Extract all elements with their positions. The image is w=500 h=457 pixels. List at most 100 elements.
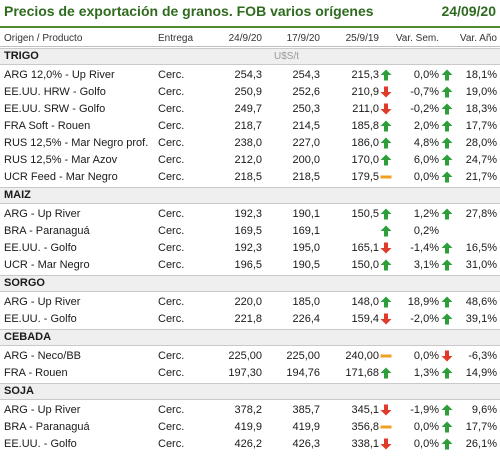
delivery: Cerc. [158, 438, 185, 450]
up-arrow-icon [441, 137, 453, 149]
delivery: Cerc. [158, 367, 185, 379]
down-arrow-icon [380, 103, 392, 115]
section-header-maiz: MAIZ [0, 187, 500, 204]
table-row: EE.UU. HRW - Golfo Cerc. 250,9 252,6 210,9 -0… [0, 84, 500, 101]
price-last-week: 227,0 [292, 137, 320, 149]
price-last-year: 150,5 [351, 208, 379, 220]
table-row: EE.UU. SRW - Golfo Cerc. 249,7 250,3 211,0 -0… [0, 101, 500, 118]
section-header-cebada: CEBADA [0, 329, 500, 346]
yearly-variation: 27,8% [465, 208, 497, 220]
yearly-variation: 18,1% [465, 69, 497, 81]
price-last-week: 254,3 [292, 69, 320, 81]
section-label: TRIGO [4, 50, 39, 62]
price-current: 419,9 [234, 421, 262, 433]
price-last-year: 159,4 [351, 313, 379, 325]
table-row: ARG - Neco/BB Cerc. 225,00 225,00 240,00 0,0%… [0, 348, 500, 365]
price-last-week: 252,6 [292, 86, 320, 98]
section-header-sorgo: SORGO [0, 275, 500, 292]
down-arrow-icon [441, 350, 453, 362]
price-last-year: 338,1 [351, 438, 379, 450]
up-arrow-icon [441, 296, 453, 308]
origin-product: RUS 12,5% - Mar Negro prof. [4, 137, 149, 149]
price-last-week: 426,3 [292, 438, 320, 450]
price-last-week: 169,1 [292, 225, 320, 237]
origin-product: ARG - Up River [4, 208, 81, 220]
down-arrow-icon [380, 404, 392, 416]
price-current: 212,0 [234, 154, 262, 166]
delivery: Cerc. [158, 225, 185, 237]
table-row: FRA Soft - Rouen Cerc. 218,7 214,5 185,8 2,0%… [0, 118, 500, 135]
up-arrow-icon [441, 438, 453, 450]
price-current: 225,00 [228, 350, 262, 362]
flat-icon [380, 350, 392, 362]
yearly-variation: 14,9% [465, 367, 497, 379]
weekly-variation: -1,4% [410, 242, 439, 254]
origin-product: BRA - Paranaguá [4, 421, 90, 433]
origin-product: BRA - Paranaguá [4, 225, 90, 237]
price-current: 192,3 [234, 208, 262, 220]
yearly-variation: 24,7% [465, 154, 497, 166]
price-current: 218,7 [234, 120, 262, 132]
yearly-variation: 9,6% [471, 404, 497, 416]
up-arrow-icon [441, 154, 453, 166]
section-unit: U$S/t [274, 51, 300, 62]
up-arrow-icon [441, 103, 453, 115]
column-header-var-year: Var. Año [459, 33, 497, 44]
weekly-variation: 0,2% [413, 225, 439, 237]
section-label: CEBADA [4, 331, 52, 343]
price-last-week: 194,76 [286, 367, 320, 379]
section-label: SOJA [4, 385, 34, 397]
up-arrow-icon [380, 69, 392, 81]
weekly-variation: 1,3% [413, 367, 439, 379]
yearly-variation: 48,6% [465, 296, 497, 308]
section-header-soja: SOJA [0, 383, 500, 400]
origin-product: EE.UU. HRW - Golfo [4, 86, 106, 98]
column-header-row: Origen / Producto Entrega 24/9/20 17/9/2… [0, 30, 500, 47]
price-last-week: 419,9 [292, 421, 320, 433]
table-row: ARG - Up River Cerc. 220,0 185,0 148,0 18,9% 4… [0, 294, 500, 311]
up-arrow-icon [441, 259, 453, 271]
down-arrow-icon [380, 86, 392, 98]
origin-product: EE.UU. - Golfo [4, 242, 77, 254]
down-arrow-icon [380, 438, 392, 450]
yearly-variation: -6,3% [468, 350, 497, 362]
up-arrow-icon [441, 171, 453, 183]
up-arrow-icon [441, 69, 453, 81]
table-row: EE.UU. - Golfo Cerc. 426,2 426,3 338,1 0,0% 26… [0, 436, 500, 453]
weekly-variation: 0,0% [413, 438, 439, 450]
report-header: Precios de exportación de granos. FOB va… [0, 0, 500, 28]
column-header-d3: 25/9/19 [345, 33, 379, 44]
origin-product: UCR Feed - Mar Negro [4, 171, 118, 183]
price-current: 169,5 [234, 225, 262, 237]
delivery: Cerc. [158, 404, 185, 416]
yearly-variation: 16,5% [465, 242, 497, 254]
page-title: Precios de exportación de granos. FOB va… [4, 3, 374, 19]
table-row: ARG 12,0% - Up River Cerc. 254,3 254,3 215,3… [0, 67, 500, 84]
weekly-variation: 0,0% [413, 69, 439, 81]
price-last-year: 210,9 [351, 86, 379, 98]
up-arrow-icon [441, 242, 453, 254]
weekly-variation: 0,0% [413, 171, 439, 183]
table-row: EE.UU. - Golfo Cerc. 192,3 195,0 165,1 -1,4% 1… [0, 240, 500, 257]
origin-product: EE.UU. - Golfo [4, 438, 77, 450]
section-label: MAIZ [4, 189, 31, 201]
price-current: 196,5 [234, 259, 262, 271]
column-header-var-week: Var. Sem. [395, 33, 439, 44]
report-date: 24/09/20 [441, 3, 497, 19]
price-current: 378,2 [234, 404, 262, 416]
price-last-week: 385,7 [292, 404, 320, 416]
delivery: Cerc. [158, 208, 185, 220]
yearly-variation: 19,0% [465, 86, 497, 98]
table-row: UCR Feed - Mar Negro Cerc. 218,5 218,5 179,5… [0, 169, 500, 186]
table-row: FRA - Rouen Cerc. 197,30 194,76 171,68 1,3% 14… [0, 365, 500, 382]
price-current: 249,7 [234, 103, 262, 115]
price-last-year: 185,8 [351, 120, 379, 132]
up-arrow-icon [441, 86, 453, 98]
price-last-year: 345,1 [351, 404, 379, 416]
origin-product: EE.UU. SRW - Golfo [4, 103, 106, 115]
up-arrow-icon [441, 404, 453, 416]
price-last-week: 190,5 [292, 259, 320, 271]
origin-product: ARG - Up River [4, 404, 81, 416]
price-last-year: 215,3 [351, 69, 379, 81]
up-arrow-icon [441, 208, 453, 220]
